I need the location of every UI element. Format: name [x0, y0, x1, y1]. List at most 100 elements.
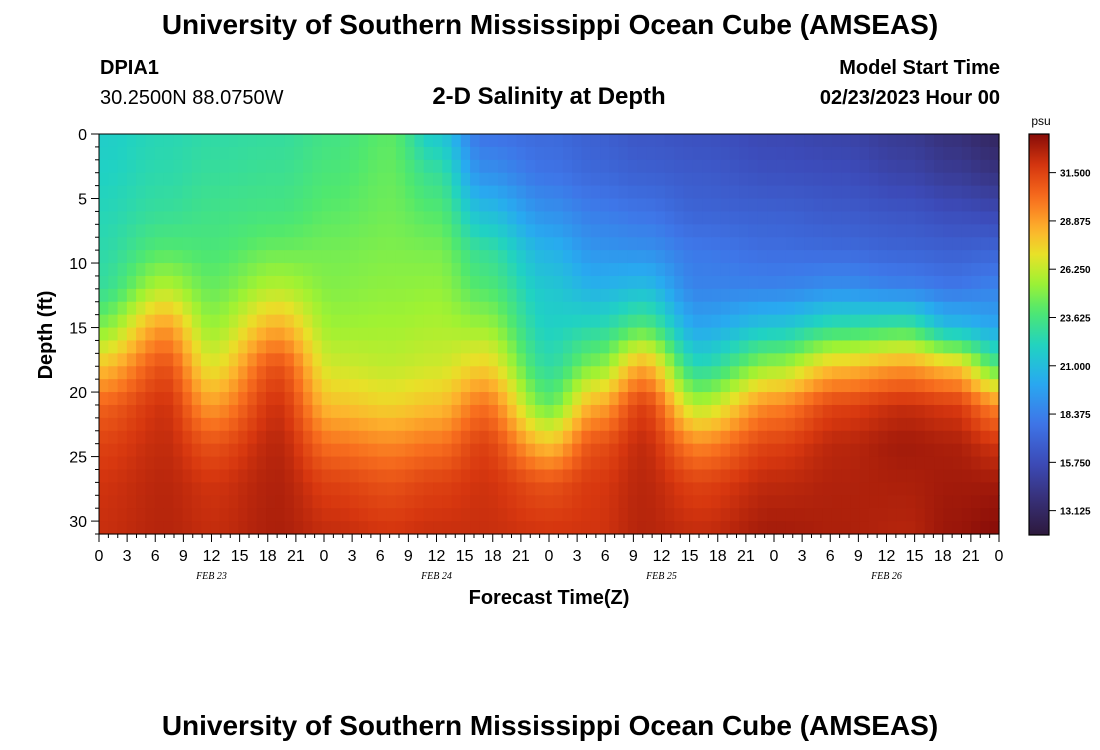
heatmap-cell — [980, 366, 991, 380]
heatmap-cell — [729, 379, 740, 393]
heatmap-cell — [163, 288, 174, 303]
heatmap-cell — [182, 237, 193, 251]
heatmap-cell — [405, 482, 416, 496]
heatmap-cell — [126, 430, 137, 445]
heatmap-cell — [451, 456, 462, 471]
heatmap-cell — [330, 430, 341, 445]
heatmap-cell — [767, 250, 777, 264]
heatmap-cell — [804, 172, 815, 187]
heatmap-cell — [275, 366, 286, 380]
heatmap-cell — [831, 237, 842, 251]
heatmap-cell — [358, 185, 369, 200]
heatmap-cell — [748, 379, 759, 393]
heatmap-cell — [785, 404, 796, 419]
heatmap-cell — [358, 237, 369, 251]
heatmap-cell — [600, 134, 610, 148]
heatmap-cell — [405, 224, 416, 238]
heatmap-cell — [859, 224, 870, 238]
heatmap-cell — [980, 456, 991, 471]
heatmap-cell — [804, 417, 815, 432]
heatmap-cell — [869, 443, 879, 458]
heatmap-cell — [711, 353, 722, 367]
heatmap-cell — [804, 314, 815, 329]
heatmap-cell — [609, 250, 620, 264]
heatmap-cell — [767, 521, 777, 535]
heatmap-cell — [590, 275, 601, 290]
heatmap-cell — [349, 301, 360, 316]
heatmap-cell — [182, 288, 193, 303]
heatmap-cell — [590, 456, 601, 471]
heatmap-cell — [859, 392, 870, 406]
heatmap-cell — [637, 521, 648, 535]
heatmap-cell — [99, 392, 109, 406]
heatmap-cell — [822, 275, 833, 290]
heatmap-cell — [182, 456, 193, 471]
heatmap-cell — [943, 366, 954, 380]
x-tick-label: 18 — [934, 548, 952, 565]
heatmap-cell — [108, 314, 119, 329]
heatmap-cell — [767, 146, 777, 161]
heatmap-cell — [238, 469, 249, 483]
heatmap-cell — [850, 288, 861, 303]
heatmap-cell — [776, 301, 787, 316]
heatmap-cell — [525, 508, 536, 522]
heatmap-cell — [655, 275, 666, 290]
heatmap-cell — [980, 327, 991, 342]
heatmap-cell — [293, 263, 304, 277]
heatmap-cell — [924, 443, 935, 458]
day-label: FEB 26 — [870, 571, 902, 582]
heatmap-cell — [145, 327, 156, 342]
heatmap-cell — [989, 185, 1000, 200]
heatmap-cell — [414, 521, 425, 535]
heatmap-cell — [544, 443, 555, 458]
x-tick-label: 18 — [709, 548, 727, 565]
heatmap-cell — [859, 417, 870, 432]
heatmap-cell — [191, 198, 202, 213]
heatmap-cell — [405, 237, 416, 251]
heatmap-cell — [377, 327, 388, 342]
heatmap-cell — [831, 366, 842, 380]
heatmap-cell — [813, 340, 824, 354]
heatmap-cell — [256, 456, 267, 471]
heatmap-cell — [767, 456, 777, 471]
heatmap-cell — [943, 275, 954, 290]
heatmap-cell — [637, 185, 648, 200]
heatmap-cell — [395, 134, 406, 148]
heatmap-cell — [683, 314, 694, 329]
heatmap-cell — [108, 159, 119, 174]
heatmap-cell — [368, 340, 378, 354]
heatmap-cell — [785, 263, 796, 277]
heatmap-cell — [961, 456, 972, 471]
heatmap-cell — [451, 379, 462, 393]
heatmap-cell — [340, 275, 351, 290]
heatmap-cell — [720, 469, 731, 483]
heatmap-cell — [99, 508, 109, 522]
heatmap-cell — [822, 417, 833, 432]
heatmap-cell — [228, 340, 239, 354]
heatmap-cell — [321, 211, 332, 225]
heatmap-cell — [460, 198, 471, 213]
heatmap-cell — [887, 134, 898, 148]
heatmap-cell — [284, 392, 295, 406]
heatmap-cell — [340, 172, 351, 187]
heatmap-cell — [349, 198, 360, 213]
heatmap-cell — [711, 237, 722, 251]
heatmap-cell — [980, 146, 991, 161]
heatmap-cell — [961, 134, 972, 148]
heatmap-cell — [562, 224, 573, 238]
heatmap-cell — [470, 301, 481, 316]
heatmap-cell — [405, 340, 416, 354]
heatmap-cell — [108, 392, 119, 406]
heatmap-cell — [238, 482, 249, 496]
heatmap-cell — [497, 301, 508, 316]
heatmap-cell — [451, 521, 462, 535]
heatmap-cell — [497, 159, 508, 174]
heatmap-cell — [553, 456, 564, 471]
heatmap-cell — [794, 185, 805, 200]
heatmap-cell — [934, 469, 944, 483]
heatmap-cell — [813, 443, 824, 458]
heatmap-cell — [915, 469, 926, 483]
heatmap-cell — [896, 275, 907, 290]
heatmap-cell — [117, 443, 128, 458]
heatmap-cell — [535, 224, 545, 238]
